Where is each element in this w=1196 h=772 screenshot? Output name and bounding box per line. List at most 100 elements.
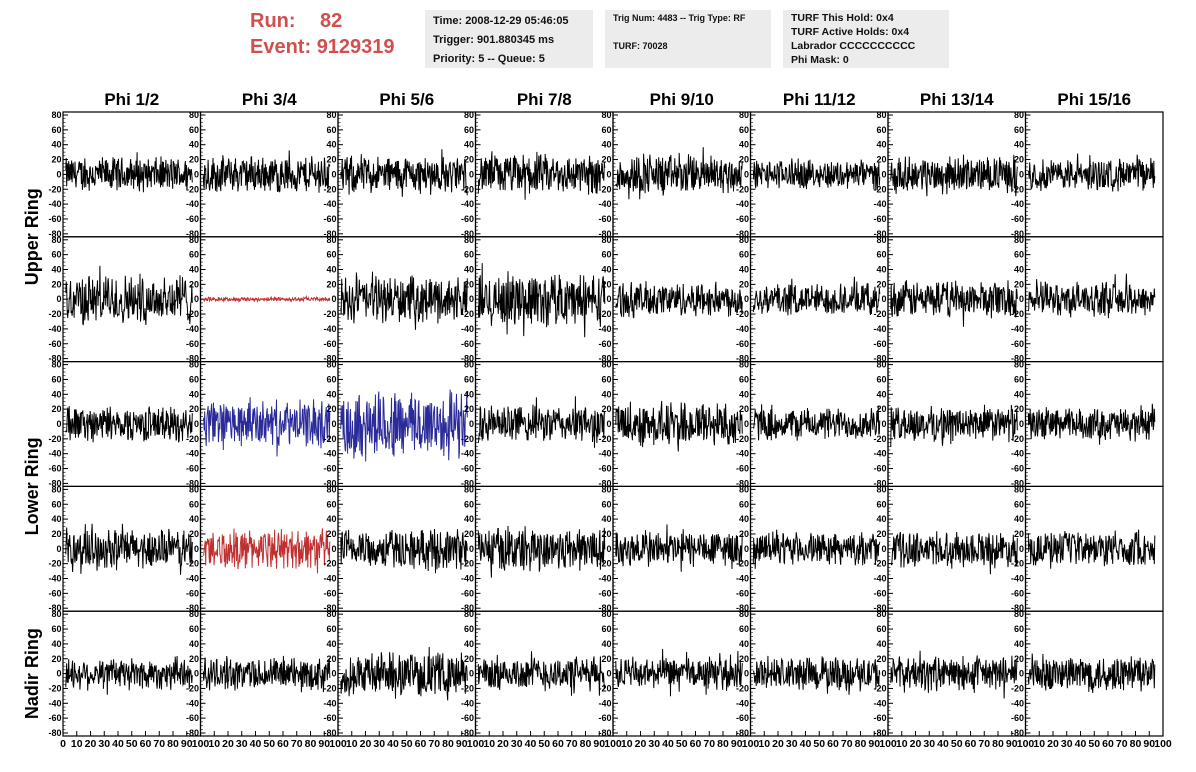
- xtick-label-c4-6: 70: [566, 738, 578, 750]
- ytick-label-r3-c6-6: -40: [736, 449, 749, 459]
- column-title-6: Phi 11/12: [783, 90, 856, 109]
- ytick-label-r1-c1-3: 20: [51, 155, 61, 165]
- ytick-label-r2-c3-6: -40: [323, 324, 336, 334]
- ytick-label-r4-c1-1: 60: [51, 499, 61, 509]
- ytick-label-r3-c2-4: 0: [194, 419, 199, 429]
- xtick-label-c6-6: 70: [841, 738, 853, 750]
- waveform-r4-c3: [340, 528, 468, 574]
- ytick-label-r5-c4-1: 60: [464, 624, 474, 634]
- ytick-label-r4-c8-3: 20: [1014, 529, 1024, 539]
- xtick-label-c8-9: 100: [1154, 738, 1172, 750]
- ytick-label-r1-c7-8: -80: [873, 229, 886, 239]
- waveform-r3-c4: [477, 396, 606, 448]
- ytick-label-r3-c4-0: 80: [464, 360, 474, 370]
- xtick-label-c5-8: 90: [731, 738, 743, 750]
- ytick-label-r3-c2-1: 60: [189, 374, 199, 384]
- ytick-label-r4-c3-4: 0: [331, 544, 336, 554]
- ytick-label-r2-c3-5: -20: [323, 309, 336, 319]
- waveform-r3-c3: [340, 389, 468, 462]
- ytick-label-r5-c8-0: 80: [1014, 609, 1024, 619]
- ytick-label-r2-c8-8: -80: [1011, 354, 1024, 364]
- ytick-label-r3-c7-7: -60: [873, 464, 886, 474]
- xtick-label-c2-9: 100: [329, 738, 347, 750]
- ytick-label-r2-c4-4: 0: [469, 294, 474, 304]
- xtick-label-c3-4: 50: [401, 738, 413, 750]
- ytick-label-r5-c5-8: -80: [598, 728, 611, 738]
- waveform-r4-c1: [65, 523, 193, 575]
- ytick-label-r1-c5-4: 0: [606, 169, 611, 179]
- ytick-label-r1-c5-5: -20: [598, 184, 611, 194]
- ytick-label-r2-c4-0: 80: [464, 235, 474, 245]
- ytick-label-r5-c3-4: 0: [331, 669, 336, 679]
- ytick-label-r1-c1-2: 40: [51, 140, 61, 150]
- xtick-label-c1-9: 90: [181, 738, 193, 750]
- waveform-r5-c5: [615, 648, 743, 697]
- ytick-label-r3-c5-4: 0: [606, 419, 611, 429]
- ytick-label-r2-c8-0: 80: [1014, 235, 1024, 245]
- ytick-label-r3-c2-3: 20: [189, 404, 199, 414]
- ytick-label-r1-c5-2: 40: [601, 140, 611, 150]
- ytick-label-r3-c3-8: -80: [323, 478, 336, 488]
- xtick-label-c7-2: 30: [923, 738, 935, 750]
- ytick-label-r5-c2-2: 40: [189, 639, 199, 649]
- xtick-label-c2-3: 40: [250, 738, 262, 750]
- ytick-label-r5-c6-8: -80: [736, 728, 749, 738]
- run-event-box: Run: 82 Event: 9129319: [250, 8, 395, 60]
- event-value: 9129319: [316, 36, 395, 58]
- waveform-r2-c3: [340, 271, 468, 330]
- ytick-label-r4-c8-6: -40: [1011, 574, 1024, 584]
- ytick-label-r2-c1-3: 20: [51, 279, 61, 289]
- ytick-label-r5-c3-6: -40: [323, 698, 336, 708]
- ytick-label-r1-c8-2: 40: [1014, 140, 1024, 150]
- ytick-label-r1-c6-6: -40: [736, 199, 749, 209]
- ytick-label-r5-c8-5: -20: [1011, 683, 1024, 693]
- ytick-label-r4-c6-4: 0: [744, 544, 749, 554]
- waveform-r5-c3: [340, 646, 468, 701]
- xtick-label-c3-2: 30: [373, 738, 385, 750]
- waveform-r3-c7: [890, 404, 1018, 448]
- ytick-label-r1-c8-3: 20: [1014, 155, 1024, 165]
- ytick-label-r2-c8-3: 20: [1014, 279, 1024, 289]
- row-title-2: Lower Ring: [22, 437, 42, 535]
- ytick-label-r2-c5-1: 60: [601, 250, 611, 260]
- ytick-label-r5-c5-4: 0: [606, 669, 611, 679]
- ytick-label-r3-c1-3: 20: [51, 404, 61, 414]
- ytick-label-r5-c4-7: -60: [461, 713, 474, 723]
- ytick-label-r5-c7-5: -20: [873, 683, 886, 693]
- ytick-label-r4-c7-8: -80: [873, 603, 886, 613]
- ytick-label-r4-c1-6: -40: [48, 574, 61, 584]
- priority-text: Priority: 5 -- Queue: 5: [433, 53, 545, 65]
- ytick-label-r2-c3-4: 0: [331, 294, 336, 304]
- ytick-label-r5-c3-7: -60: [323, 713, 336, 723]
- ytick-label-r1-c4-4: 0: [469, 169, 474, 179]
- ytick-label-r5-c5-7: -60: [598, 713, 611, 723]
- ytick-label-r2-c7-7: -60: [873, 339, 886, 349]
- ytick-label-r1-c6-5: -20: [736, 184, 749, 194]
- ytick-label-r1-c5-3: 20: [601, 155, 611, 165]
- ytick-label-r5-c2-8: -80: [186, 728, 199, 738]
- ytick-label-r3-c7-3: 20: [876, 404, 886, 414]
- ytick-label-r1-c3-6: -40: [323, 199, 336, 209]
- xtick-label-c6-4: 50: [813, 738, 825, 750]
- ytick-label-r5-c8-4: 0: [1019, 669, 1024, 679]
- labrador-text: Labrador CCCCCCCCCC: [791, 40, 916, 52]
- ytick-label-r5-c5-1: 60: [601, 624, 611, 634]
- ytick-label-r4-c2-7: -60: [186, 588, 199, 598]
- ytick-label-r3-c7-6: -40: [873, 449, 886, 459]
- ytick-label-r2-c2-6: -40: [186, 324, 199, 334]
- ytick-label-r4-c6-7: -60: [736, 588, 749, 598]
- ytick-label-r4-c2-8: -80: [186, 603, 199, 613]
- ytick-label-r1-c8-0: 80: [1014, 110, 1024, 120]
- phi-mask-text: Phi Mask: 0: [791, 54, 849, 66]
- xtick-label-c4-4: 50: [538, 738, 550, 750]
- xtick-label-c1-1: 10: [71, 738, 83, 750]
- ytick-label-r4-c2-1: 60: [189, 499, 199, 509]
- xtick-label-c4-0: 10: [483, 738, 495, 750]
- ytick-label-r3-c1-0: 80: [51, 360, 61, 370]
- ytick-label-r2-c1-4: 0: [56, 294, 61, 304]
- xtick-label-c2-5: 60: [277, 738, 289, 750]
- ytick-label-r5-c5-2: 40: [601, 639, 611, 649]
- ytick-label-r2-c7-0: 80: [876, 235, 886, 245]
- ytick-label-r5-c5-5: -20: [598, 683, 611, 693]
